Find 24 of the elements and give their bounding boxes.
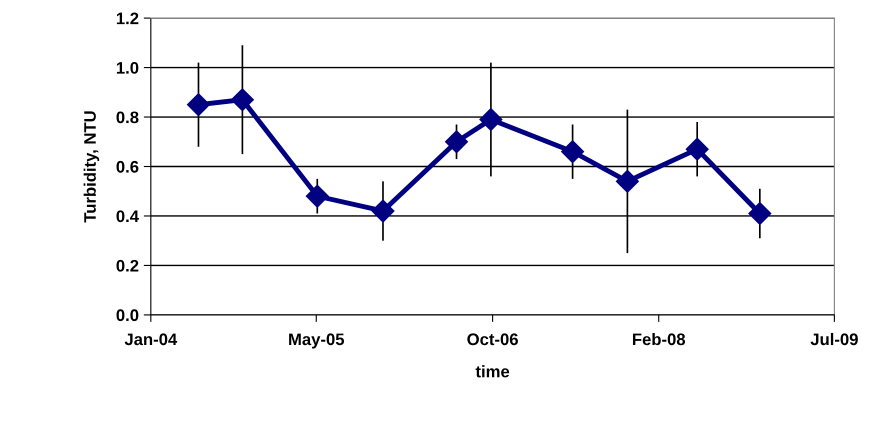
x-axis-title: time — [476, 365, 510, 378]
point — [371, 200, 394, 223]
point — [479, 108, 502, 132]
y-tick-label: 1.2 — [116, 12, 138, 24]
point — [561, 140, 584, 164]
x-tick-label: Jan-04 — [124, 333, 178, 346]
y-tick-label: 0.4 — [116, 210, 139, 222]
x-tick-label: May-05 — [289, 333, 344, 348]
x-tick-label: Feb-08 — [632, 332, 686, 346]
point — [445, 130, 468, 154]
y-axis-title: Turbidity, NTU — [84, 111, 100, 222]
y-tick-label: 0.2 — [116, 260, 138, 272]
point — [748, 202, 772, 225]
y-tick-label: 0.0 — [116, 309, 138, 322]
y-tick-label: 0.6 — [116, 160, 138, 173]
y-tick-label: 1.0 — [116, 62, 138, 74]
x-tick-label: Jul-09 — [810, 332, 858, 346]
point — [306, 184, 329, 208]
point — [186, 93, 210, 116]
point — [686, 138, 709, 161]
y-tick-label: 0.8 — [116, 111, 139, 124]
x-tick-label: Oct-06 — [467, 333, 518, 346]
point — [230, 88, 254, 112]
point — [616, 170, 639, 193]
